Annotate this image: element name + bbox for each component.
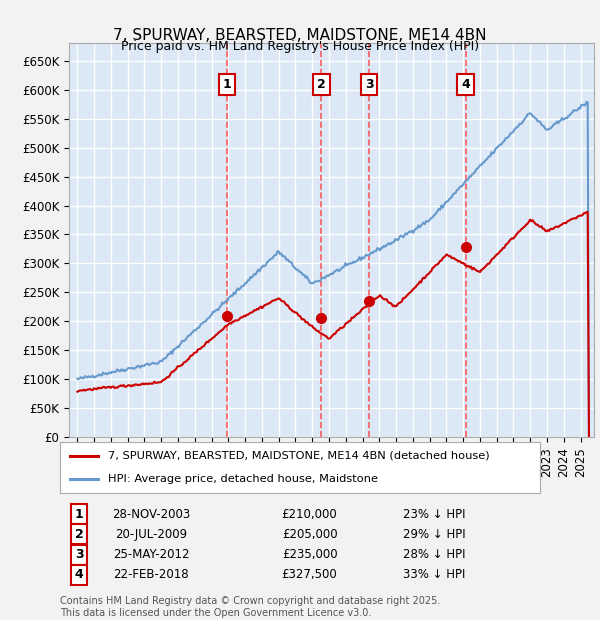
Text: 20-JUL-2009: 20-JUL-2009 [115,528,187,541]
Text: 23% ↓ HPI: 23% ↓ HPI [403,508,466,521]
Text: 33% ↓ HPI: 33% ↓ HPI [403,569,466,582]
Text: 4: 4 [75,569,83,582]
Text: 1: 1 [75,508,83,521]
Text: 2: 2 [75,528,83,541]
Text: 28% ↓ HPI: 28% ↓ HPI [403,548,466,561]
Text: Contains HM Land Registry data © Crown copyright and database right 2025.
This d: Contains HM Land Registry data © Crown c… [60,596,440,618]
Text: 3: 3 [365,78,374,91]
Text: £210,000: £210,000 [282,508,337,521]
Text: £205,000: £205,000 [282,528,337,541]
Text: 7, SPURWAY, BEARSTED, MAIDSTONE, ME14 4BN (detached house): 7, SPURWAY, BEARSTED, MAIDSTONE, ME14 4B… [108,451,490,461]
Text: 29% ↓ HPI: 29% ↓ HPI [403,528,466,541]
Text: 2: 2 [317,78,326,91]
Text: 4: 4 [461,78,470,91]
Text: 3: 3 [75,548,83,561]
Text: 1: 1 [223,78,231,91]
Text: HPI: Average price, detached house, Maidstone: HPI: Average price, detached house, Maid… [108,474,378,484]
Text: 25-MAY-2012: 25-MAY-2012 [113,548,190,561]
Text: 22-FEB-2018: 22-FEB-2018 [113,569,189,582]
Text: £235,000: £235,000 [282,548,337,561]
Text: £327,500: £327,500 [282,569,337,582]
Text: 28-NOV-2003: 28-NOV-2003 [112,508,190,521]
Text: Price paid vs. HM Land Registry's House Price Index (HPI): Price paid vs. HM Land Registry's House … [121,40,479,53]
Text: 7, SPURWAY, BEARSTED, MAIDSTONE, ME14 4BN: 7, SPURWAY, BEARSTED, MAIDSTONE, ME14 4B… [113,28,487,43]
